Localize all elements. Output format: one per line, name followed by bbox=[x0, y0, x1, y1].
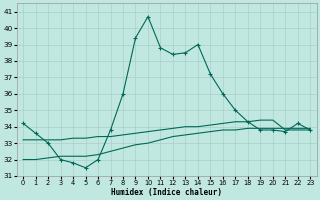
X-axis label: Humidex (Indice chaleur): Humidex (Indice chaleur) bbox=[111, 188, 222, 197]
